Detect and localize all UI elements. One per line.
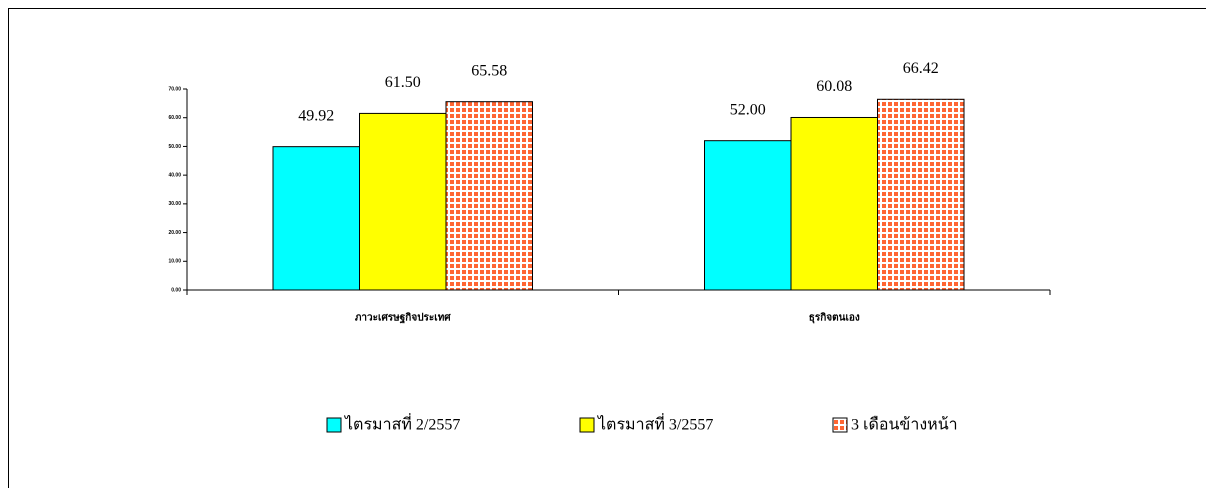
chart-border <box>8 8 1206 488</box>
legend-swatch <box>326 417 342 433</box>
legend-label: ไตรมาสที่ 2/2557 <box>343 413 460 434</box>
value-label: 65.58 <box>471 62 507 79</box>
bar <box>704 140 792 291</box>
value-label: 49.92 <box>298 107 334 124</box>
y-tick-label: 30.00 <box>168 201 181 207</box>
value-label: 61.50 <box>385 74 421 91</box>
x-tick-label: ธุรกิจตนเอง <box>809 311 860 323</box>
y-tick-label: 50.00 <box>168 144 181 150</box>
value-label: 60.08 <box>816 78 852 95</box>
bar <box>790 116 878 291</box>
value-label: 66.42 <box>903 60 939 77</box>
value-label: 52.00 <box>730 101 766 118</box>
y-tick-label: 70.00 <box>168 86 181 92</box>
y-tick-label: 40.00 <box>168 172 181 178</box>
bar <box>272 146 360 291</box>
bar <box>877 98 965 291</box>
y-tick-label: 10.00 <box>168 259 181 265</box>
legend-swatch <box>832 417 848 433</box>
legend-label: 3 เดือนข้างหน้า <box>851 416 958 434</box>
x-tick-label: ภาวะเศรษฐกิจประเทศ <box>355 311 451 323</box>
y-tick-label: 20.00 <box>168 230 181 236</box>
y-tick-label: 60.00 <box>168 115 181 121</box>
bar <box>359 112 447 291</box>
legend-swatch <box>579 417 595 433</box>
bar <box>445 101 533 291</box>
legend-label: ไตรมาสที่ 3/2557 <box>596 413 713 434</box>
y-tick-label: 0.00 <box>171 287 181 293</box>
